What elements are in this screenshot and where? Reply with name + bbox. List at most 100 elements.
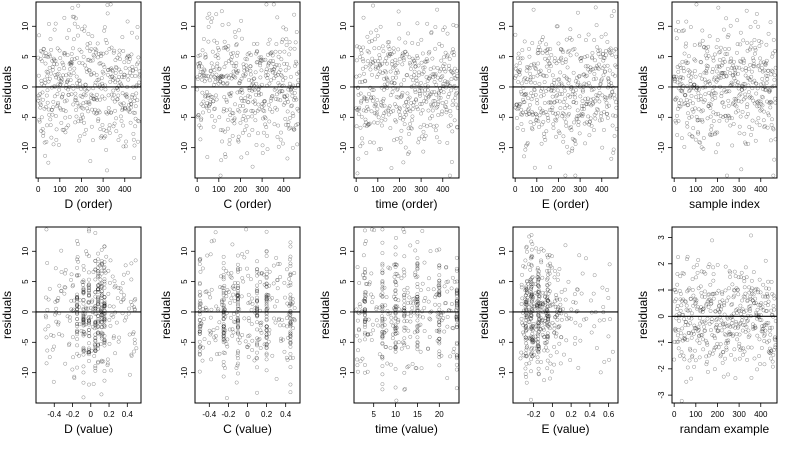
scatter-point [735, 307, 740, 312]
scatter-point [243, 339, 248, 344]
scatter-point [431, 99, 436, 103]
scatter-point [87, 318, 91, 323]
scatter-point [287, 40, 292, 45]
scatter-point [525, 108, 530, 113]
scatter-point [376, 115, 381, 120]
scatter-point [684, 303, 689, 308]
scatter-point [529, 334, 534, 339]
scatter-point [362, 276, 367, 280]
scatter-point [229, 296, 234, 301]
scatter-point [758, 56, 763, 61]
scatter-point [288, 273, 293, 278]
scatter-point [739, 318, 744, 323]
scatter-point [677, 75, 682, 80]
scatter-point [236, 269, 240, 274]
scatter-point [235, 293, 240, 297]
scatter-point [393, 322, 398, 327]
scatter-point [81, 323, 86, 328]
scatter-point [51, 56, 56, 61]
scatter-point [133, 297, 138, 301]
scatter-point [236, 139, 241, 144]
scatter-point [686, 111, 690, 116]
scatter-point [379, 118, 384, 123]
scatter-point [393, 292, 398, 296]
scatter-point [673, 327, 677, 332]
scatter-point [718, 323, 723, 328]
scatter-point [116, 93, 121, 98]
scatter-point [544, 320, 549, 325]
scatter-point [374, 307, 379, 312]
scatter-point [573, 300, 578, 305]
scatter-point [534, 67, 539, 72]
scatter-point [128, 299, 133, 304]
scatter-point [582, 121, 587, 126]
scatter-point [683, 323, 688, 328]
scatter-point [260, 151, 265, 155]
scatter-point [415, 256, 420, 261]
y-tick-label: -5 [657, 113, 666, 121]
scatter-point [762, 339, 767, 343]
scatter-point [771, 304, 776, 308]
scatter-point [737, 332, 742, 337]
scatter-point [377, 305, 382, 310]
scatter-point [367, 39, 372, 44]
scatter-point [415, 303, 420, 308]
scatter-point [446, 124, 451, 129]
scatter-point [376, 323, 381, 328]
scatter-point [565, 144, 570, 149]
y-tick-label: -10 [339, 366, 348, 378]
scatter-point [576, 113, 581, 118]
y-tick-label: -5 [498, 338, 507, 346]
scatter-point [199, 116, 204, 121]
scatter-point [93, 80, 98, 85]
scatter-point [209, 307, 214, 312]
scatter-point [443, 301, 448, 306]
scatter-point [96, 273, 101, 278]
y-tick-label: -5 [21, 113, 30, 121]
scatter-point [529, 63, 534, 67]
scatter-point [261, 108, 266, 113]
scatter-point [275, 286, 280, 291]
scatter-point [362, 309, 367, 314]
scatter-point [267, 81, 272, 86]
scatter-point [256, 131, 260, 136]
scatter-point [264, 295, 269, 300]
scatter-point [538, 305, 543, 310]
scatter-point [275, 72, 280, 77]
scatter-point [426, 346, 430, 351]
y-tick-label: 10 [498, 246, 507, 255]
scatter-point [523, 265, 527, 270]
scatter-point [731, 288, 736, 293]
scatter-point [408, 334, 413, 339]
scatter-point [523, 337, 528, 342]
scatter-point [108, 280, 112, 285]
scatter-point [220, 302, 225, 307]
scatter-point [249, 108, 254, 113]
scatter-point [721, 321, 726, 326]
scatter-point [111, 335, 116, 340]
scatter-point [753, 138, 758, 143]
scatter-point [293, 95, 298, 100]
scatter-point [591, 100, 596, 105]
scatter-point [385, 85, 390, 90]
scatter-point [514, 73, 518, 78]
scatter-point [221, 313, 226, 318]
scatter-point [251, 99, 256, 104]
scatter-point [215, 326, 220, 331]
scatter-point [745, 102, 750, 107]
y-tick-label: -10 [339, 141, 348, 153]
scatter-point [102, 369, 107, 374]
scatter-point [243, 56, 248, 61]
scatter-point [264, 292, 269, 297]
scatter-point [393, 326, 398, 331]
scatter-point [683, 101, 687, 106]
scatter-point [117, 67, 122, 72]
scatter-point [41, 46, 46, 51]
scatter-point [226, 271, 231, 276]
scatter-point [393, 311, 398, 315]
scatter-point [93, 336, 98, 341]
scatter-point [237, 340, 242, 345]
scatter-point [96, 342, 101, 347]
scatter-point [530, 338, 535, 343]
